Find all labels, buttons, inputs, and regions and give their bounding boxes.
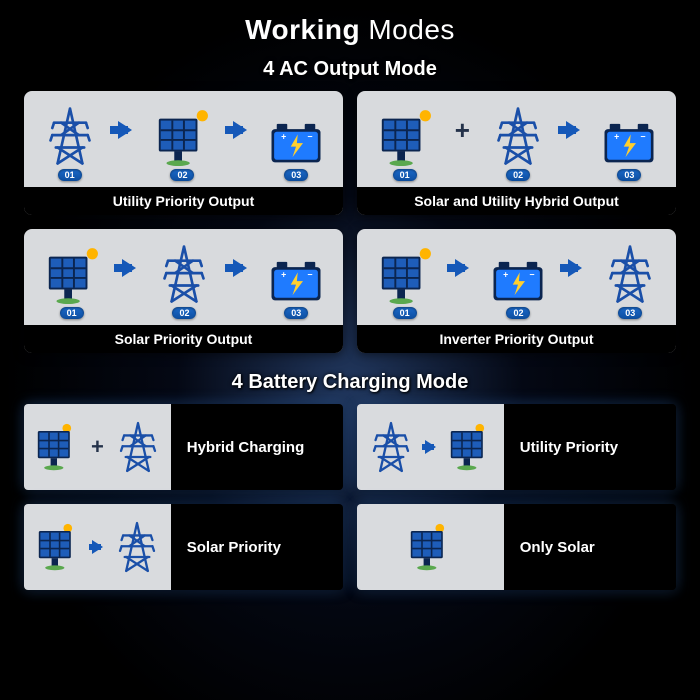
svg-text:−: − [308,132,313,142]
plus-icon: + [455,117,470,143]
ac-step: + − 02 [490,243,546,319]
svg-text:−: − [641,132,646,142]
arrow-icon [92,540,103,554]
battery-card-label: Solar Priority [171,504,343,590]
plus-icon: + [91,436,104,458]
panel-icon [153,105,211,167]
tower-icon [157,243,211,305]
battery-card-icons: + [24,404,171,490]
arrow-icon [233,121,247,139]
panel-icon [34,520,82,574]
ac-step: + − 03 [268,243,324,319]
ac-step: + − 03 [268,105,324,181]
battery-card: + Hybrid Charging [24,404,343,490]
infographic-root: Working Modes 4 AC Output Mode 01 [0,0,700,700]
ac-step: + − 03 [601,105,657,181]
battery-icon: + − [490,243,546,305]
ac-card-body: 01 + − 02 03 [357,229,676,325]
step-badge: 01 [58,169,82,181]
battery-card-label: Only Solar [504,504,676,590]
ac-card: 01 02 + − 03 [24,91,343,215]
battery-heading: 4 Battery Charging Mode [24,371,676,394]
panel-icon [43,243,101,305]
ac-card-label: Inverter Priority Output [357,325,676,353]
page-title: Working Modes [24,14,676,46]
svg-text:+: + [615,132,620,142]
ac-card-label: Solar Priority Output [24,325,343,353]
arrow-icon [566,121,580,139]
step-badge: 03 [617,169,641,181]
battery-card: Solar Priority [24,504,343,590]
ac-step: 01 [43,243,101,319]
tower-icon [367,420,415,474]
tower-icon [603,243,657,305]
svg-text:+: + [281,270,286,280]
panel-icon [376,243,434,305]
arrow-icon [122,259,136,277]
ac-card-body: 01 02 + − 03 [24,229,343,325]
arrow-icon [568,259,582,277]
ac-step: 01 [376,105,434,181]
ac-card: 01 + − 02 03 Invert [357,229,676,353]
step-badge: 01 [60,307,84,319]
battery-card-icons [357,404,504,490]
battery-card-icons [24,504,171,590]
step-badge: 01 [393,169,417,181]
panel-icon [33,420,81,474]
battery-grid: + Hybrid Charging [24,404,676,590]
arrow-icon [455,259,469,277]
step-badge: 02 [172,307,196,319]
title-bold: Working [245,14,360,45]
panel-icon [446,420,494,474]
tower-icon [114,420,162,474]
ac-step: 02 [153,105,211,181]
tower-icon [43,105,97,167]
title-light: Modes [368,14,455,45]
battery-card-icons [357,504,504,590]
battery-icon: + − [268,105,324,167]
svg-text:−: − [308,270,313,280]
step-badge: 03 [284,169,308,181]
svg-text:−: − [530,270,535,280]
svg-text:+: + [504,270,509,280]
battery-card: Only Solar [357,504,676,590]
battery-card-label: Hybrid Charging [171,404,343,490]
ac-step: 01 [376,243,434,319]
ac-card: 01 + 02 + − 03 Solar [357,91,676,215]
svg-text:+: + [281,132,286,142]
battery-icon: + − [601,105,657,167]
battery-card-label: Utility Priority [504,404,676,490]
arrow-icon [425,440,436,454]
panel-icon [376,105,434,167]
tower-icon [491,105,545,167]
ac-step: 03 [603,243,657,319]
arrow-icon [118,121,132,139]
arrow-icon [233,259,247,277]
ac-grid: 01 02 + − 03 [24,91,676,353]
step-badge: 03 [618,307,642,319]
step-badge: 02 [506,169,530,181]
battery-card: Utility Priority [357,404,676,490]
step-badge: 02 [170,169,194,181]
tower-icon [113,520,161,574]
step-badge: 01 [393,307,417,319]
ac-heading: 4 AC Output Mode [24,58,676,81]
ac-card-body: 01 02 + − 03 [24,91,343,187]
step-badge: 02 [506,307,530,319]
ac-step: 02 [491,105,545,181]
ac-card: 01 02 + − 03 Solar [24,229,343,353]
panel-icon [406,520,454,574]
ac-card-label: Utility Priority Output [24,187,343,215]
battery-icon: + − [268,243,324,305]
ac-step: 01 [43,105,97,181]
step-badge: 03 [284,307,308,319]
ac-card-body: 01 + 02 + − 03 [357,91,676,187]
ac-card-label: Solar and Utility Hybrid Output [357,187,676,215]
ac-step: 02 [157,243,211,319]
